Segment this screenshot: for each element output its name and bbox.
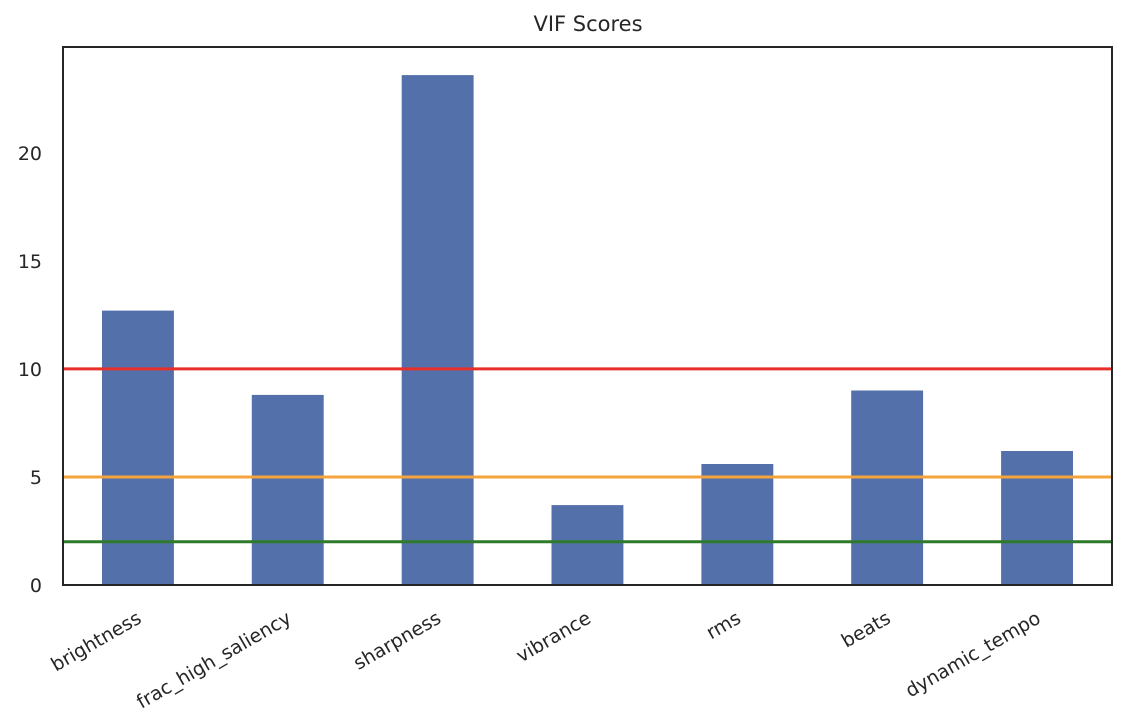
reference-lines [63, 367, 1112, 544]
y-tick-label-0: 0 [30, 575, 42, 597]
x-tick-label-rms: rms [703, 607, 745, 644]
bars-group [102, 75, 1073, 585]
bar-rms [701, 464, 774, 585]
plot-frame [62, 46, 1113, 586]
chart-title: VIF Scores [533, 12, 642, 36]
bar-frac-high-saliency [251, 394, 324, 585]
x-tick-label-frac-high-saliency: frac_high_saliency [133, 607, 295, 713]
y-tick-label-10: 10 [18, 359, 42, 381]
y-axis-ticks: 0 5 10 15 20 [18, 143, 42, 597]
y-tick-label-20: 20 [18, 143, 42, 165]
bar-brightness [102, 310, 174, 585]
x-tick-label-beats: beats [838, 607, 895, 652]
x-tick-label-brightness: brightness [47, 607, 145, 676]
y-tick-label-15: 15 [18, 251, 42, 273]
bar-sharpness [401, 75, 474, 585]
x-tick-label-sharpness: sharpness [350, 607, 445, 675]
y-tick-label-5: 5 [30, 467, 42, 489]
x-tick-label-dynamic-tempo: dynamic_tempo [902, 607, 1045, 702]
bar-beats [851, 390, 924, 585]
bar-vibrance [551, 505, 624, 585]
bar-dynamic-tempo [1001, 451, 1073, 585]
x-tick-label-vibrance: vibrance [513, 607, 595, 667]
